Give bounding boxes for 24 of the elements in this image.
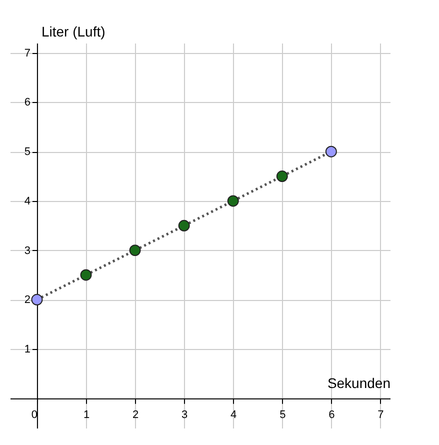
point — [178, 220, 190, 232]
point — [325, 146, 337, 158]
y-tick-label: 7 — [24, 47, 30, 60]
point — [276, 170, 288, 182]
x-tick-label: 2 — [132, 408, 139, 421]
x-axis-title: Sekunden — [327, 374, 390, 391]
point — [31, 294, 43, 306]
x-tick-label: 6 — [328, 408, 335, 421]
y-tick-label: 6 — [24, 96, 30, 109]
point — [227, 195, 239, 207]
y-tick-label: 2 — [24, 294, 30, 306]
x-tick-label: 4 — [230, 408, 237, 421]
x-tick-label: 1 — [83, 408, 90, 421]
x-tick-label: 5 — [280, 408, 286, 421]
y-tick-label: 1 — [24, 344, 30, 356]
x-tick-label: 0 — [31, 408, 38, 421]
x-tick-label: 7 — [378, 408, 384, 421]
x-tick-label: 3 — [182, 408, 188, 421]
y-tick-label: 3 — [24, 244, 30, 257]
point — [129, 244, 141, 256]
y-axis-title: Liter (Luft) — [41, 24, 106, 40]
point — [80, 269, 92, 281]
y-tick-label: 4 — [24, 195, 30, 208]
y-tick-label: 5 — [24, 146, 30, 158]
